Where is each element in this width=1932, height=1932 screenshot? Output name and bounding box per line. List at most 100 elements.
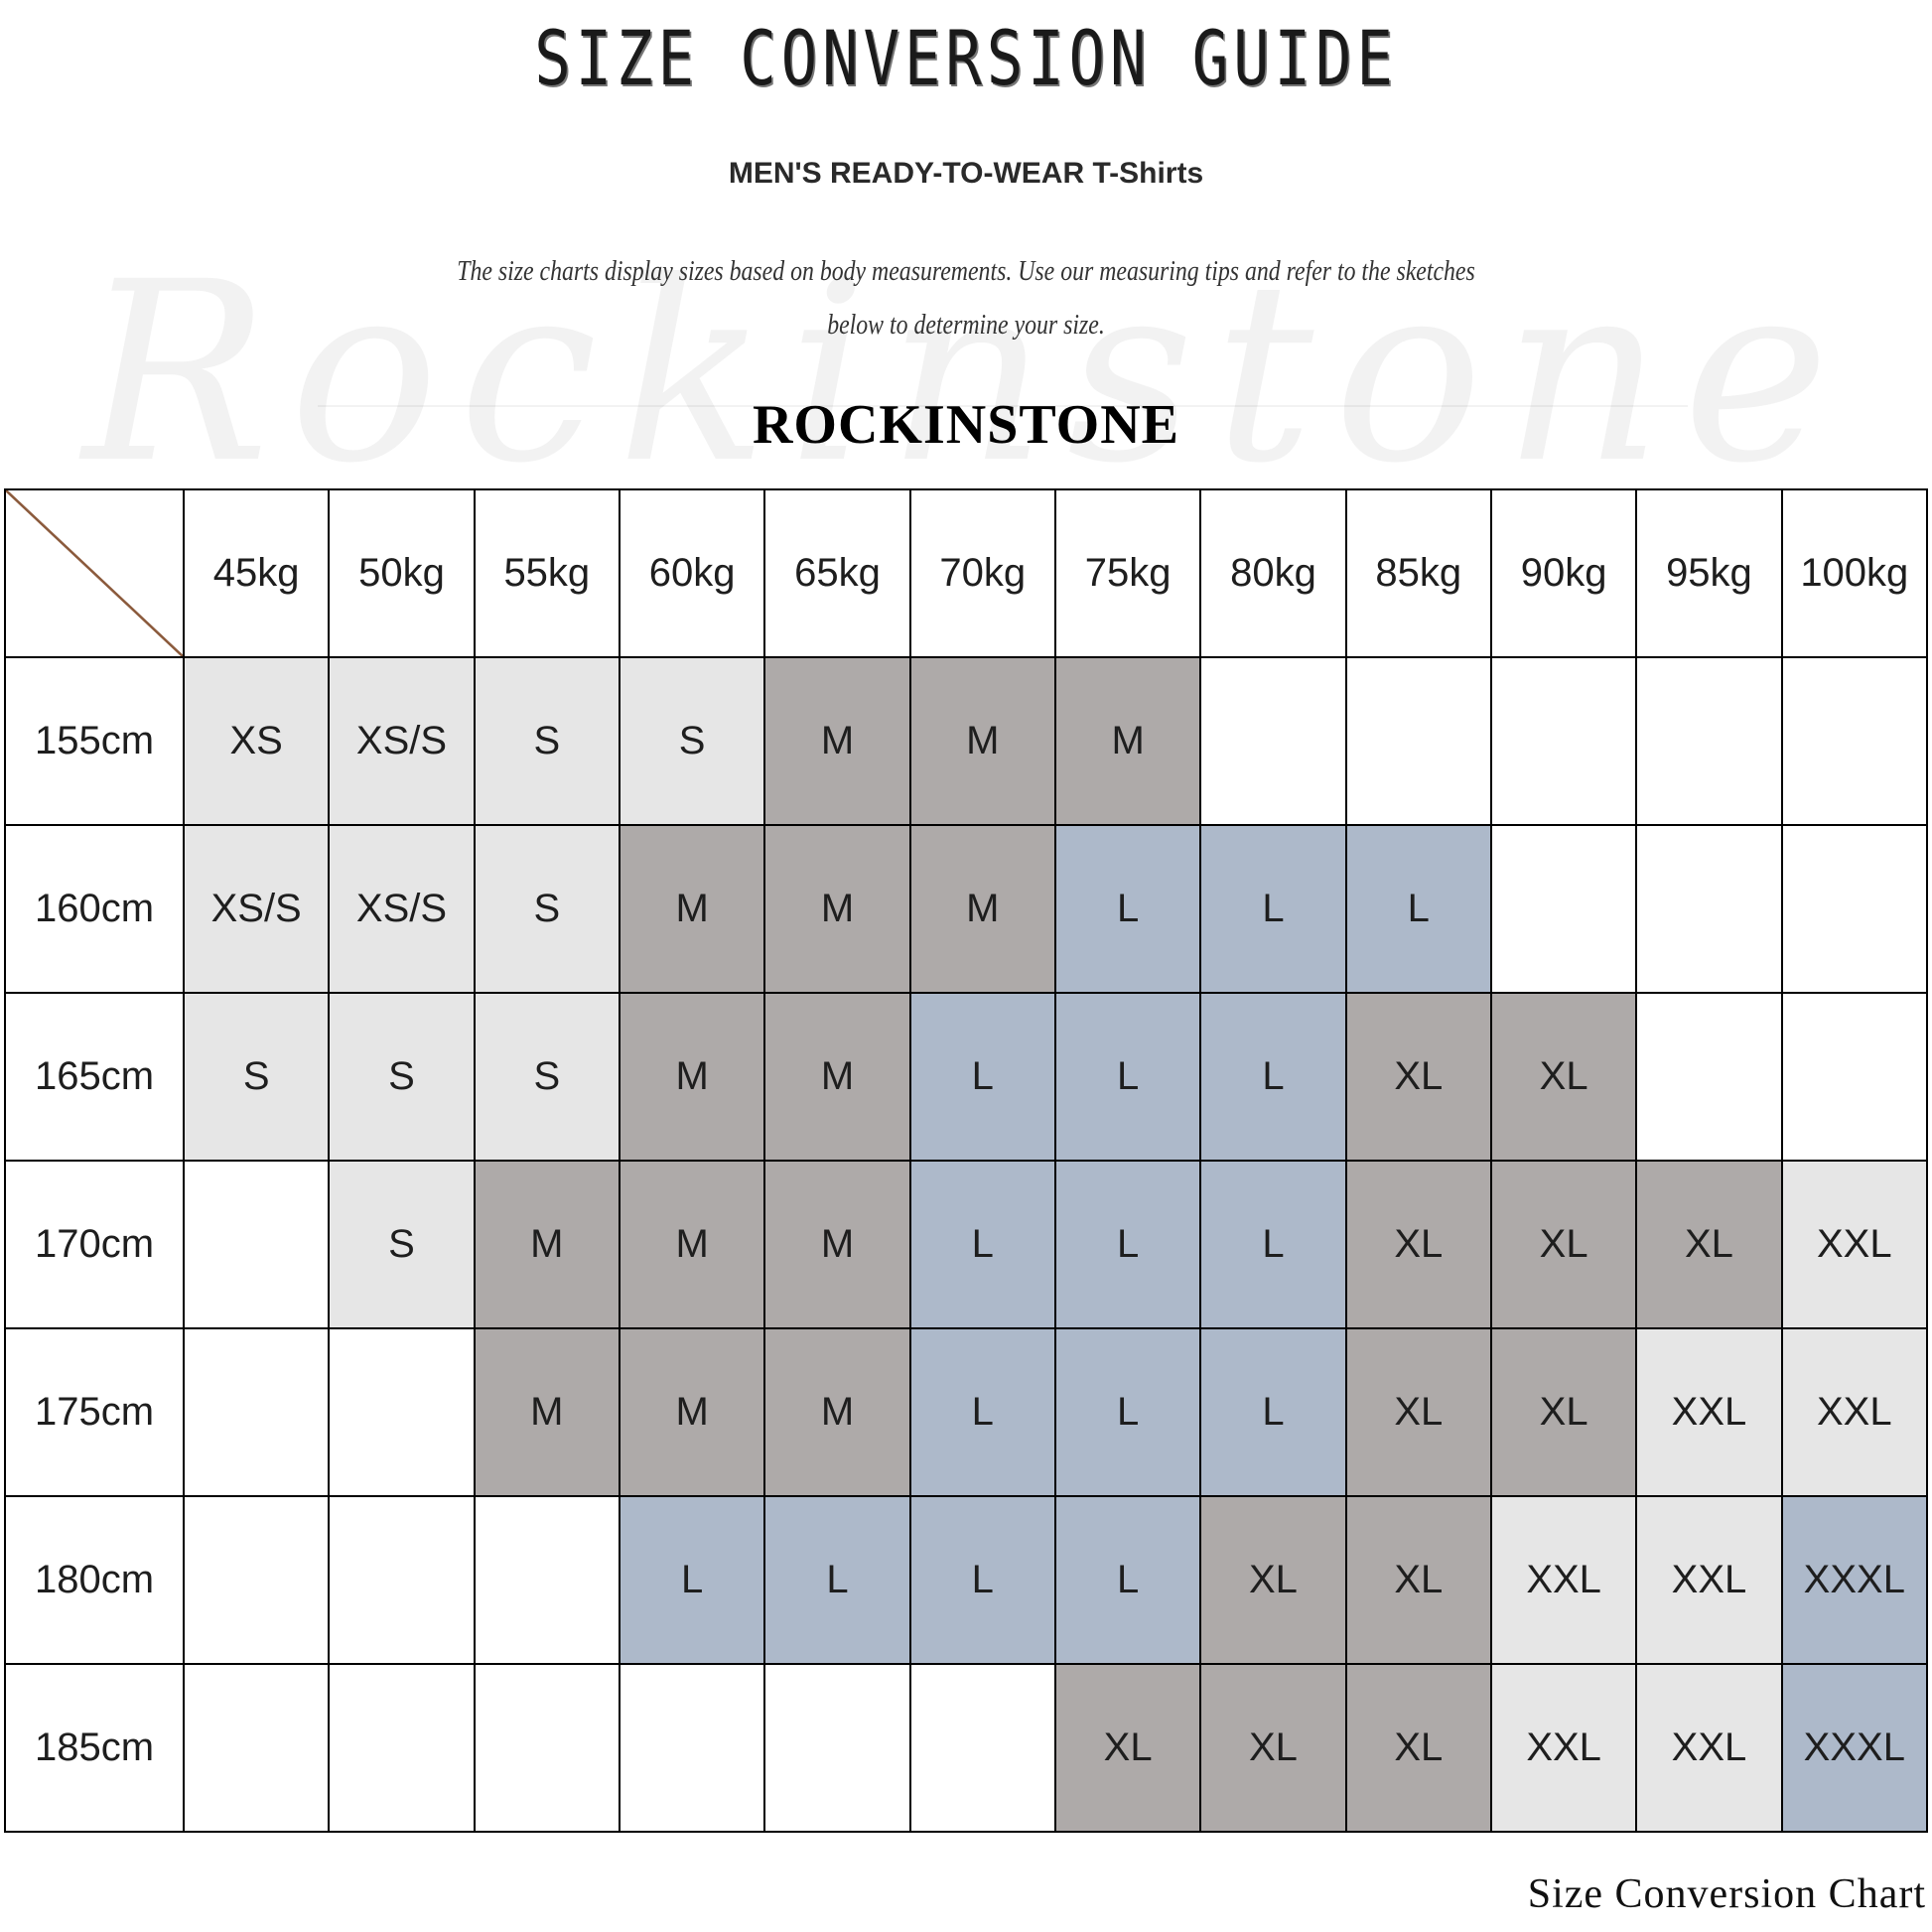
weight-header: 95kg [1635, 488, 1783, 658]
size-cell [1635, 656, 1783, 826]
size-cell: XL [1489, 992, 1638, 1162]
size-cell: S [473, 656, 621, 826]
size-cell: XL [1635, 1160, 1783, 1329]
size-cell: XXXL [1780, 1663, 1929, 1833]
height-header: 180cm [4, 1495, 185, 1665]
size-cell: XL [1489, 1160, 1638, 1329]
weight-header: 50kg [328, 488, 476, 658]
size-cell [1635, 824, 1783, 994]
size-cell: XXL [1635, 1663, 1783, 1833]
height-header: 175cm [4, 1327, 185, 1497]
size-cell [908, 1663, 1056, 1833]
size-cell: XL [1053, 1663, 1202, 1833]
size-cell [328, 1495, 476, 1665]
diagonal-line [6, 490, 183, 656]
size-cell: XXL [1635, 1495, 1783, 1665]
size-cell: XXL [1489, 1495, 1638, 1665]
size-cell [1780, 992, 1929, 1162]
brand-name: ROCKINSTONE [752, 394, 1180, 456]
size-cell: S [328, 992, 476, 1162]
size-cell [328, 1663, 476, 1833]
size-cell [328, 1327, 476, 1497]
size-cell: S [473, 824, 621, 994]
table-row: 170cm S M M M L L L XL XL XL XXL [4, 1160, 1929, 1329]
size-cell: L [1053, 824, 1202, 994]
header-row: 45kg 50kg 55kg 60kg 65kg 70kg 75kg 80kg 85kg 90kg… [4, 488, 1929, 658]
size-cell: XS/S [182, 824, 331, 994]
size-cell: XXL [1489, 1663, 1638, 1833]
size-cell [1780, 824, 1929, 994]
size-cell: XS/S [328, 656, 476, 826]
size-cell: XXL [1780, 1160, 1929, 1329]
size-cell [618, 1663, 766, 1833]
size-cell [182, 1663, 331, 1833]
height-header: 185cm [4, 1663, 185, 1833]
size-cell: L [1199, 1327, 1347, 1497]
size-cell [1489, 656, 1638, 826]
height-header: 170cm [4, 1160, 185, 1329]
size-cell: L [1199, 1160, 1347, 1329]
size-cell: XXL [1635, 1327, 1783, 1497]
weight-header: 90kg [1489, 488, 1638, 658]
size-cell: M [618, 1160, 766, 1329]
size-cell: XS/S [328, 824, 476, 994]
weight-header: 65kg [763, 488, 911, 658]
size-cell: M [763, 1327, 911, 1497]
size-cell: XXXL [1780, 1495, 1929, 1665]
size-cell [1780, 656, 1929, 826]
size-cell: L [1199, 824, 1347, 994]
weight-header: 75kg [1053, 488, 1202, 658]
weight-header: 100kg [1780, 488, 1929, 658]
size-cell: M [908, 656, 1056, 826]
size-cell: L [763, 1495, 911, 1665]
height-header: 165cm [4, 992, 185, 1162]
size-cell: M [618, 1327, 766, 1497]
weight-header: 70kg [908, 488, 1056, 658]
size-cell [473, 1495, 621, 1665]
table-row: 180cm L L L L XL XL XXL XXL XXXL [4, 1495, 1929, 1665]
size-cell: XL [1199, 1495, 1347, 1665]
divider [318, 405, 1688, 407]
size-cell: XL [1344, 1327, 1492, 1497]
height-header: 155cm [4, 656, 185, 826]
size-cell: M [473, 1160, 621, 1329]
size-cell [763, 1663, 911, 1833]
size-cell: XXL [1780, 1327, 1929, 1497]
size-cell: L [1053, 1160, 1202, 1329]
size-cell [1344, 656, 1492, 826]
size-cell: L [1053, 1327, 1202, 1497]
weight-header: 60kg [618, 488, 766, 658]
size-cell: L [908, 1327, 1056, 1497]
size-cell: XL [1489, 1327, 1638, 1497]
size-cell: L [618, 1495, 766, 1665]
table-row: 155cm XS XS/S S S M M M [4, 656, 1929, 826]
size-cell: M [908, 824, 1056, 994]
size-cell: M [1053, 656, 1202, 826]
size-cell: S [473, 992, 621, 1162]
size-cell: M [763, 824, 911, 994]
size-cell: L [908, 1160, 1056, 1329]
page-title: SIZE CONVERSION GUIDE [534, 14, 1398, 102]
size-cell [182, 1495, 331, 1665]
size-table: 45kg 50kg 55kg 60kg 65kg 70kg 75kg 80kg 85kg 90kg… [4, 488, 1929, 1833]
size-cell: L [1199, 992, 1347, 1162]
size-cell [182, 1327, 331, 1497]
size-cell: XL [1344, 1160, 1492, 1329]
corner-cell [4, 488, 185, 658]
table-row: 175cm M M M L L L XL XL XXL XXL [4, 1327, 1929, 1497]
size-cell: L [1344, 824, 1492, 994]
weight-header: 80kg [1199, 488, 1347, 658]
table-row: 165cm S S S M M L L L XL XL [4, 992, 1929, 1162]
size-cell: M [763, 1160, 911, 1329]
table-row: 160cm XS/S XS/S S M M M L L L [4, 824, 1929, 994]
size-cell: L [1053, 1495, 1202, 1665]
size-cell: M [763, 992, 911, 1162]
size-cell [1199, 656, 1347, 826]
table-row: 185cm XL XL XL XXL XXL XXXL [4, 1663, 1929, 1833]
size-cell: XL [1344, 1663, 1492, 1833]
size-cell: XL [1344, 1495, 1492, 1665]
height-header: 160cm [4, 824, 185, 994]
weight-header: 45kg [182, 488, 331, 658]
size-cell: S [328, 1160, 476, 1329]
size-cell: S [182, 992, 331, 1162]
